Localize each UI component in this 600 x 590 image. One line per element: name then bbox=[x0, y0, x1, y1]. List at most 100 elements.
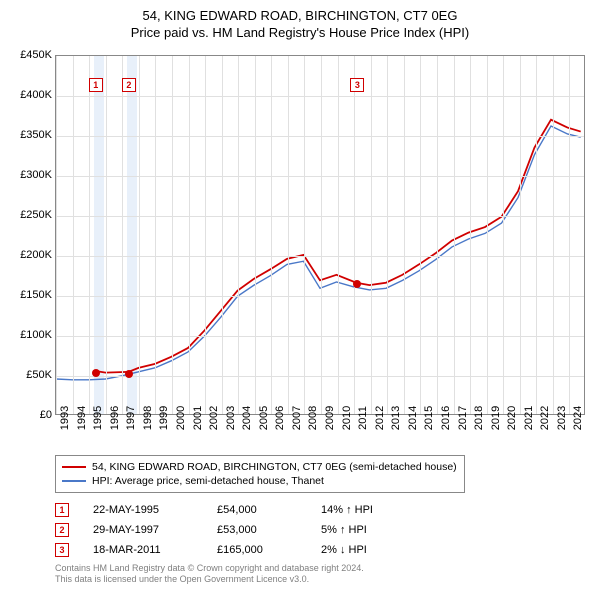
y-tick-label: £50K bbox=[26, 369, 52, 381]
y-tick-label: £200K bbox=[20, 249, 52, 261]
x-tick-label: 2021 bbox=[523, 406, 535, 430]
x-tick-label: 1993 bbox=[59, 406, 71, 430]
grid-line-v bbox=[454, 56, 455, 414]
transaction-hpi: 5% ↑ HPI bbox=[321, 524, 411, 536]
transaction-hpi: 2% ↓ HPI bbox=[321, 544, 411, 556]
chart-plot-area: 1 2 3 bbox=[55, 55, 585, 415]
x-tick-label: 2016 bbox=[440, 406, 452, 430]
x-tick-label: 2007 bbox=[291, 406, 303, 430]
transaction-point bbox=[125, 370, 133, 378]
grid-line-v bbox=[338, 56, 339, 414]
grid-line-v bbox=[536, 56, 537, 414]
grid-line-h bbox=[56, 136, 584, 137]
x-tick-label: 1996 bbox=[109, 406, 121, 430]
x-tick-label: 2010 bbox=[341, 406, 353, 430]
x-tick-label: 2023 bbox=[556, 406, 568, 430]
transaction-hpi: 14% ↑ HPI bbox=[321, 504, 411, 516]
grid-line-v bbox=[404, 56, 405, 414]
title-subtitle: Price paid vs. HM Land Registry's House … bbox=[0, 25, 600, 40]
y-tick-label: £400K bbox=[20, 89, 52, 101]
x-tick-label: 2015 bbox=[423, 406, 435, 430]
transaction-marker: 2 bbox=[122, 78, 136, 92]
transaction-point bbox=[353, 280, 361, 288]
x-tick-label: 2006 bbox=[274, 406, 286, 430]
title-block: 54, KING EDWARD ROAD, BIRCHINGTON, CT7 0… bbox=[0, 0, 600, 44]
grid-line-v bbox=[569, 56, 570, 414]
x-tick-label: 2018 bbox=[473, 406, 485, 430]
legend-box: 54, KING EDWARD ROAD, BIRCHINGTON, CT7 0… bbox=[55, 455, 465, 493]
y-tick-label: £150K bbox=[20, 289, 52, 301]
footer-attribution: Contains HM Land Registry data © Crown c… bbox=[55, 563, 364, 586]
transaction-row: 229-MAY-1997£53,0005% ↑ HPI bbox=[55, 520, 411, 540]
grid-line-v bbox=[321, 56, 322, 414]
x-tick-label: 2005 bbox=[258, 406, 270, 430]
y-tick-label: £300K bbox=[20, 169, 52, 181]
x-tick-label: 1994 bbox=[76, 406, 88, 430]
transaction-date: 18-MAR-2011 bbox=[93, 544, 193, 556]
grid-line-v bbox=[271, 56, 272, 414]
x-tick-label: 1999 bbox=[158, 406, 170, 430]
grid-line-v bbox=[238, 56, 239, 414]
transaction-date: 22-MAY-1995 bbox=[93, 504, 193, 516]
x-tick-label: 2009 bbox=[324, 406, 336, 430]
legend-row: HPI: Average price, semi-detached house,… bbox=[62, 474, 458, 488]
transaction-price: £54,000 bbox=[217, 504, 297, 516]
x-tick-label: 2012 bbox=[374, 406, 386, 430]
legend-swatch bbox=[62, 466, 86, 468]
chart-container: 54, KING EDWARD ROAD, BIRCHINGTON, CT7 0… bbox=[0, 0, 600, 590]
legend-row: 54, KING EDWARD ROAD, BIRCHINGTON, CT7 0… bbox=[62, 460, 458, 474]
x-tick-label: 2004 bbox=[241, 406, 253, 430]
grid-line-v bbox=[172, 56, 173, 414]
x-tick-label: 2008 bbox=[307, 406, 319, 430]
x-tick-label: 2019 bbox=[490, 406, 502, 430]
x-tick-label: 2013 bbox=[390, 406, 402, 430]
y-tick-label: £100K bbox=[20, 329, 52, 341]
grid-line-v bbox=[470, 56, 471, 414]
y-tick-label: £450K bbox=[20, 49, 52, 61]
transaction-row-marker: 3 bbox=[55, 543, 69, 557]
grid-line-v bbox=[122, 56, 123, 414]
x-tick-label: 2011 bbox=[357, 406, 369, 430]
grid-line-h bbox=[56, 296, 584, 297]
grid-line-v bbox=[304, 56, 305, 414]
grid-line-v bbox=[139, 56, 140, 414]
x-tick-label: 2017 bbox=[457, 406, 469, 430]
legend-label: HPI: Average price, semi-detached house,… bbox=[92, 475, 324, 487]
grid-line-v bbox=[205, 56, 206, 414]
grid-line-h bbox=[56, 336, 584, 337]
x-tick-label: 2003 bbox=[225, 406, 237, 430]
y-tick-label: £250K bbox=[20, 209, 52, 221]
grid-line-v bbox=[288, 56, 289, 414]
grid-line-v bbox=[189, 56, 190, 414]
legend-swatch bbox=[62, 480, 86, 482]
transaction-price: £53,000 bbox=[217, 524, 297, 536]
grid-line-v bbox=[222, 56, 223, 414]
transaction-row: 318-MAR-2011£165,0002% ↓ HPI bbox=[55, 540, 411, 560]
x-tick-label: 2000 bbox=[175, 406, 187, 430]
grid-line-v bbox=[106, 56, 107, 414]
x-tick-label: 2001 bbox=[192, 406, 204, 430]
grid-line-h bbox=[56, 176, 584, 177]
x-tick-label: 2022 bbox=[539, 406, 551, 430]
transactions-table: 122-MAY-1995£54,00014% ↑ HPI229-MAY-1997… bbox=[55, 500, 411, 560]
grid-line-v bbox=[155, 56, 156, 414]
legend-label: 54, KING EDWARD ROAD, BIRCHINGTON, CT7 0… bbox=[92, 461, 457, 473]
grid-line-v bbox=[371, 56, 372, 414]
transaction-marker: 1 bbox=[89, 78, 103, 92]
grid-line-v bbox=[354, 56, 355, 414]
y-tick-label: £350K bbox=[20, 129, 52, 141]
transaction-marker: 3 bbox=[350, 78, 364, 92]
chart-lines-svg bbox=[56, 56, 584, 414]
x-tick-label: 1997 bbox=[125, 406, 137, 430]
x-tick-label: 1995 bbox=[92, 406, 104, 430]
grid-line-h bbox=[56, 376, 584, 377]
transaction-row: 122-MAY-1995£54,00014% ↑ HPI bbox=[55, 500, 411, 520]
grid-line-h bbox=[56, 256, 584, 257]
footer-line1: Contains HM Land Registry data © Crown c… bbox=[55, 563, 364, 575]
grid-line-v bbox=[73, 56, 74, 414]
grid-line-v bbox=[387, 56, 388, 414]
grid-line-v bbox=[553, 56, 554, 414]
transaction-point bbox=[92, 369, 100, 377]
title-address: 54, KING EDWARD ROAD, BIRCHINGTON, CT7 0… bbox=[0, 8, 600, 23]
x-tick-label: 2002 bbox=[208, 406, 220, 430]
